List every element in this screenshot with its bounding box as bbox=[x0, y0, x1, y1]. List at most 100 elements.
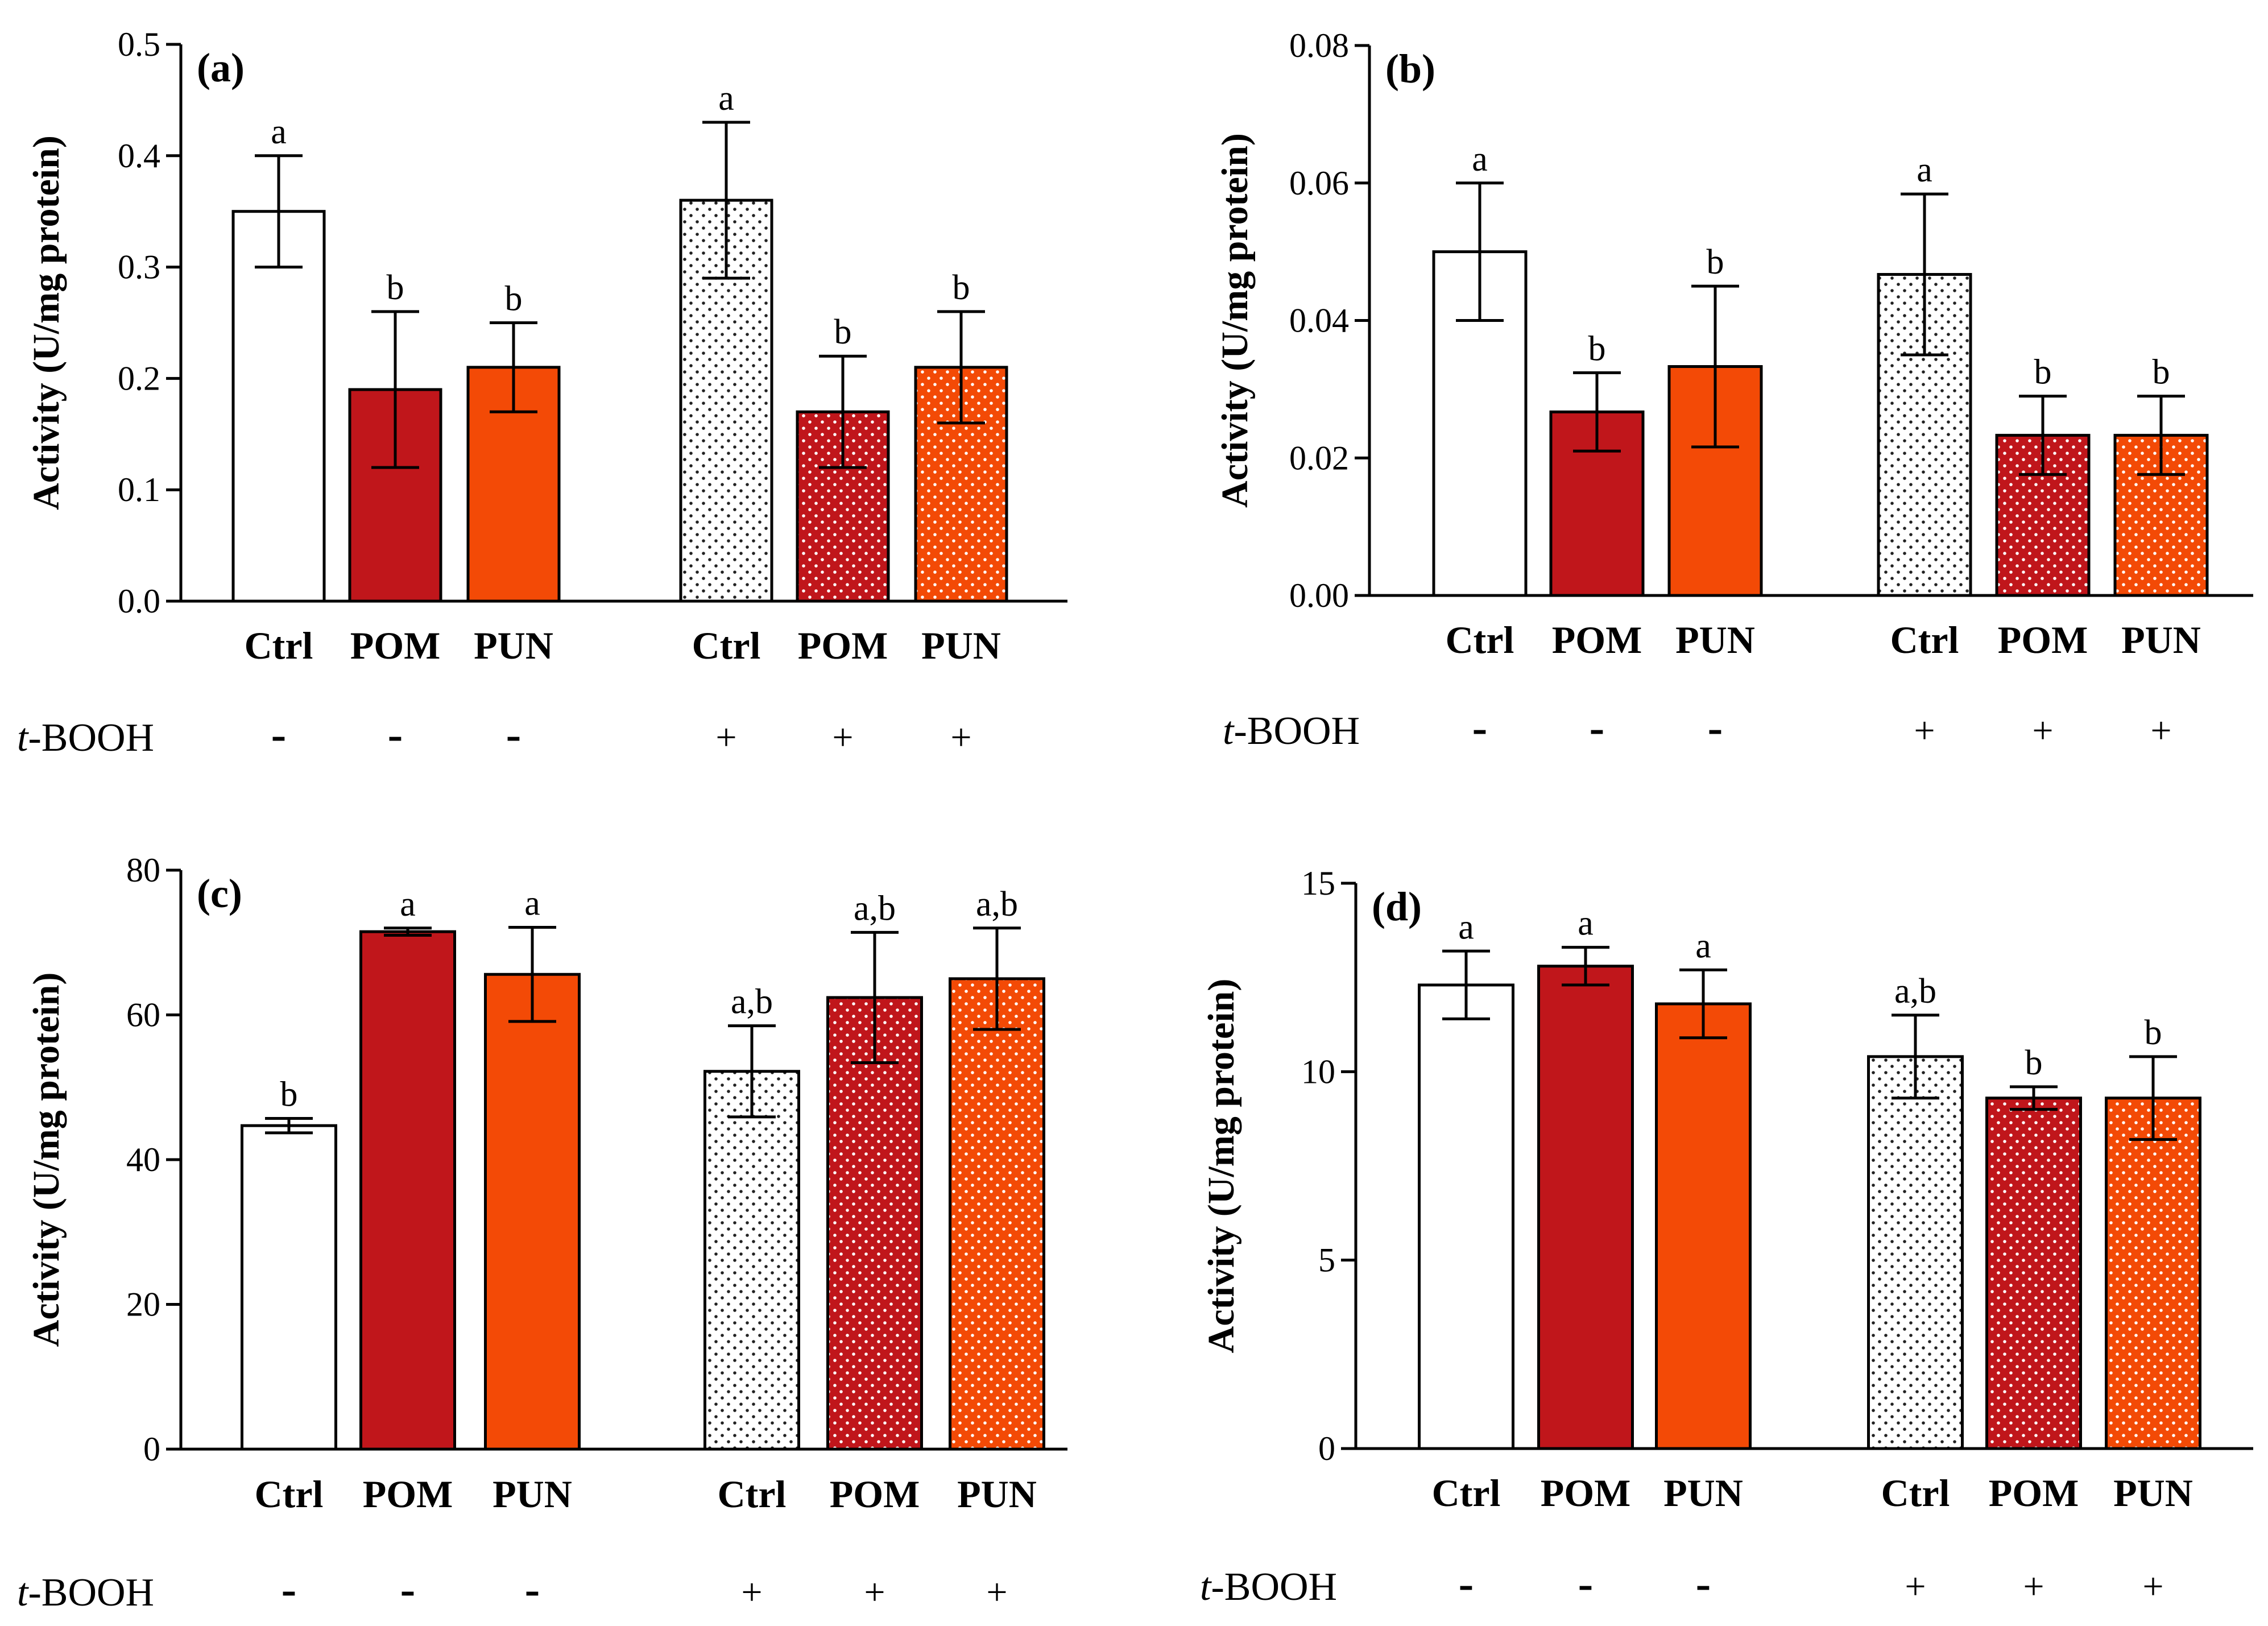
y-tick-label: 10 bbox=[1301, 1053, 1335, 1090]
treatment-sign: - bbox=[1472, 703, 1488, 753]
treatment-label-rest: -BOOH bbox=[28, 1571, 154, 1615]
y-tick-label: 0.1 bbox=[118, 471, 160, 508]
treatment-sign: - bbox=[1696, 1559, 1711, 1609]
treatment-sign: + bbox=[2142, 1566, 2163, 1607]
bar bbox=[914, 366, 1008, 603]
panel-label: (d) bbox=[1372, 884, 1422, 929]
y-tick-label: 20 bbox=[126, 1286, 160, 1323]
y-tick-label: 0.00 bbox=[1289, 577, 1349, 614]
category-label: POM bbox=[798, 624, 888, 667]
category-label: PUN bbox=[957, 1472, 1037, 1516]
bar bbox=[359, 930, 456, 1451]
category-label: Ctrl bbox=[1881, 1471, 1950, 1515]
panel-label: (c) bbox=[197, 871, 242, 916]
y-tick-label: 0.3 bbox=[118, 249, 160, 286]
bar bbox=[1418, 983, 1514, 1450]
y-tick-label: 40 bbox=[126, 1141, 160, 1178]
y-axis-label: Activity (U/mg protein) bbox=[1201, 979, 1242, 1354]
significance-letter: a bbox=[1917, 151, 1932, 189]
category-label: Ctrl bbox=[718, 1472, 787, 1516]
bar bbox=[1985, 1097, 2082, 1450]
category-label: Ctrl bbox=[1890, 618, 1959, 661]
y-axis-label: Activity (U/mg protein) bbox=[26, 973, 67, 1347]
treatment-label: t-BOOH bbox=[17, 1571, 154, 1615]
treatment-sign: - bbox=[506, 710, 522, 760]
y-tick-label: 0.08 bbox=[1289, 27, 1349, 64]
treatment-sign: + bbox=[1914, 710, 1935, 751]
category-label: POM bbox=[363, 1472, 453, 1516]
category-label: PUN bbox=[474, 624, 553, 667]
panel-a: 0.0 0.1 0.2 0.3 0.4 0.5 Activity (U/mg protein… bbox=[17, 26, 1067, 760]
category-label: PUN bbox=[921, 624, 1001, 667]
category-label: Ctrl bbox=[692, 624, 761, 667]
bar bbox=[703, 1070, 800, 1451]
bar bbox=[2113, 433, 2209, 597]
treatment-label-italic: t bbox=[17, 1571, 29, 1615]
category-label: POM bbox=[350, 624, 441, 667]
significance-letter: a,b bbox=[976, 885, 1018, 924]
bar bbox=[231, 210, 326, 603]
category-label: PUN bbox=[2113, 1471, 2193, 1515]
category-label: POM bbox=[1989, 1471, 2079, 1515]
y-tick-label: 0.5 bbox=[118, 26, 160, 63]
bar bbox=[2105, 1097, 2201, 1450]
significance-letter: b bbox=[2025, 1044, 2043, 1082]
y-tick-label: 0 bbox=[143, 1430, 160, 1468]
bar bbox=[484, 973, 581, 1451]
treatment-sign: + bbox=[2032, 710, 2053, 751]
significance-letter: a,b bbox=[1894, 972, 1936, 1011]
significance-letter: b bbox=[834, 313, 852, 351]
bar bbox=[796, 410, 890, 603]
category-label: PUN bbox=[1675, 618, 1755, 661]
treatment-sign: - bbox=[400, 1565, 416, 1615]
treatment-sign: - bbox=[525, 1565, 540, 1615]
category-label: Ctrl bbox=[245, 624, 313, 667]
treatment-sign: + bbox=[950, 717, 971, 758]
treatment-sign: - bbox=[1459, 1559, 1474, 1609]
significance-letter: b bbox=[505, 280, 523, 318]
category-label: Ctrl bbox=[255, 1472, 324, 1516]
bar bbox=[1537, 965, 1634, 1450]
treatment-sign: - bbox=[388, 710, 403, 760]
treatment-sign: + bbox=[864, 1571, 885, 1613]
panel-d: 0 5 10 15 Activity (U/mg protein) (d) a Ctrl - a P… bbox=[1200, 864, 2253, 1609]
significance-letter: a bbox=[1695, 926, 1711, 965]
y-axis-label: Activity (U/mg protein) bbox=[1214, 133, 1256, 508]
significance-letter: b bbox=[1707, 243, 1724, 282]
treatment-sign: + bbox=[715, 717, 736, 758]
treatment-sign: + bbox=[2023, 1566, 2044, 1607]
treatment-label: t-BOOH bbox=[17, 716, 154, 760]
significance-letter: a,b bbox=[854, 889, 896, 928]
significance-letter: b bbox=[953, 268, 970, 307]
category-label: POM bbox=[1552, 618, 1642, 661]
category-label: PUN bbox=[2121, 618, 2201, 661]
category-label: PUN bbox=[492, 1472, 572, 1516]
y-tick-label: 0.06 bbox=[1289, 164, 1349, 202]
category-label: PUN bbox=[1663, 1471, 1743, 1515]
y-tick-label: 15 bbox=[1301, 864, 1335, 902]
treatment-sign: - bbox=[1590, 703, 1605, 753]
bar bbox=[241, 1124, 337, 1451]
y-tick-label: 80 bbox=[126, 851, 160, 889]
treatment-sign: - bbox=[1708, 703, 1723, 753]
significance-letter: b bbox=[2153, 353, 2170, 391]
panel-label: (b) bbox=[1385, 46, 1435, 92]
y-tick-label: 0.2 bbox=[118, 359, 160, 397]
panel-b: 0.00 0.02 0.04 0.06 0.08 Activity (U/mg prote… bbox=[1214, 27, 2253, 753]
treatment-label: t-BOOH bbox=[1200, 1565, 1337, 1609]
treatment-label-rest: -BOOH bbox=[1211, 1565, 1337, 1609]
bar bbox=[826, 996, 923, 1451]
panel-label: (a) bbox=[197, 45, 245, 90]
y-tick-label: 0.02 bbox=[1289, 439, 1349, 477]
significance-letter: b bbox=[280, 1075, 298, 1114]
significance-letter: a bbox=[524, 884, 540, 923]
y-tick-label: 60 bbox=[126, 996, 160, 1034]
treatment-label-rest: -BOOH bbox=[1234, 709, 1360, 753]
significance-letter: b bbox=[387, 268, 404, 307]
significance-letter: a bbox=[400, 885, 416, 924]
treatment-label: t-BOOH bbox=[1223, 709, 1360, 753]
significance-letter: b bbox=[2034, 353, 2052, 391]
bar bbox=[1655, 1002, 1752, 1450]
treatment-sign: + bbox=[2150, 710, 2171, 751]
